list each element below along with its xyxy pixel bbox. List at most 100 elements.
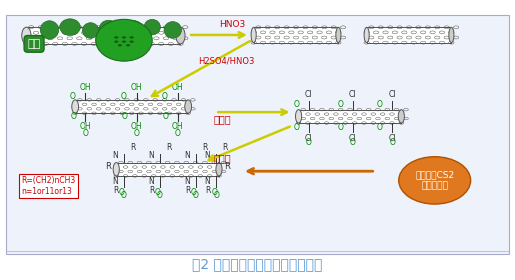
Text: O: O bbox=[134, 129, 140, 138]
Text: N: N bbox=[184, 151, 190, 160]
Text: OH: OH bbox=[172, 122, 184, 131]
Ellipse shape bbox=[40, 21, 59, 39]
Text: N: N bbox=[184, 177, 190, 186]
Text: Cl: Cl bbox=[305, 90, 313, 99]
Ellipse shape bbox=[113, 163, 119, 176]
Circle shape bbox=[130, 36, 134, 39]
Ellipse shape bbox=[399, 157, 471, 204]
Ellipse shape bbox=[126, 21, 143, 38]
Ellipse shape bbox=[296, 110, 302, 123]
Text: O: O bbox=[155, 188, 161, 197]
Text: Cl: Cl bbox=[388, 134, 396, 143]
Text: OH: OH bbox=[131, 122, 143, 131]
Circle shape bbox=[130, 41, 134, 43]
Circle shape bbox=[114, 36, 118, 39]
Text: O: O bbox=[306, 138, 312, 147]
Text: R: R bbox=[113, 186, 118, 195]
Text: O: O bbox=[294, 101, 300, 109]
Ellipse shape bbox=[176, 27, 185, 44]
FancyBboxPatch shape bbox=[254, 27, 338, 43]
Ellipse shape bbox=[82, 23, 99, 38]
Ellipse shape bbox=[185, 100, 192, 113]
Text: 酰胺化: 酰胺化 bbox=[214, 153, 231, 163]
Circle shape bbox=[118, 44, 122, 46]
Ellipse shape bbox=[164, 22, 181, 38]
Text: O: O bbox=[214, 191, 219, 200]
Text: O: O bbox=[211, 188, 217, 197]
Ellipse shape bbox=[99, 20, 118, 37]
Text: OH: OH bbox=[80, 122, 91, 131]
Text: R: R bbox=[224, 162, 230, 171]
Ellipse shape bbox=[364, 27, 369, 43]
Circle shape bbox=[114, 41, 118, 43]
FancyBboxPatch shape bbox=[367, 27, 451, 43]
Text: O: O bbox=[377, 123, 383, 132]
Circle shape bbox=[122, 41, 126, 43]
FancyBboxPatch shape bbox=[6, 15, 509, 254]
Text: 图2 碳纳米管表面共价修饰示意图: 图2 碳纳米管表面共价修饰示意图 bbox=[192, 257, 323, 271]
Text: O: O bbox=[157, 191, 163, 200]
Text: O: O bbox=[122, 113, 128, 122]
Text: N: N bbox=[148, 151, 154, 160]
FancyBboxPatch shape bbox=[116, 163, 219, 176]
Ellipse shape bbox=[336, 27, 341, 43]
Text: O: O bbox=[377, 101, 383, 109]
Text: OH: OH bbox=[172, 83, 184, 92]
FancyBboxPatch shape bbox=[75, 100, 188, 113]
Text: R: R bbox=[130, 143, 135, 152]
Text: Cl: Cl bbox=[388, 90, 396, 99]
Text: H2SO4/HNO3: H2SO4/HNO3 bbox=[198, 56, 255, 65]
Text: O: O bbox=[191, 188, 197, 197]
Text: Cl: Cl bbox=[349, 134, 356, 143]
Text: O: O bbox=[71, 113, 76, 122]
Text: R=(CH2)nCH3
n=1or11or13: R=(CH2)nCH3 n=1or11or13 bbox=[21, 176, 76, 196]
Ellipse shape bbox=[22, 27, 31, 44]
Text: OH: OH bbox=[80, 83, 91, 92]
Text: O: O bbox=[163, 113, 169, 122]
Text: N: N bbox=[148, 177, 154, 186]
Text: O: O bbox=[121, 191, 127, 200]
Text: R: R bbox=[166, 143, 171, 152]
Text: 酰氯化: 酰氯化 bbox=[214, 114, 231, 124]
Ellipse shape bbox=[60, 19, 80, 36]
Text: 溶于苯、CS2
等有机溶剂: 溶于苯、CS2 等有机溶剂 bbox=[415, 171, 454, 190]
Text: N: N bbox=[112, 177, 118, 186]
Text: R: R bbox=[202, 143, 208, 152]
Text: O: O bbox=[162, 92, 167, 101]
FancyBboxPatch shape bbox=[26, 27, 180, 44]
Text: O: O bbox=[389, 138, 395, 147]
Ellipse shape bbox=[216, 163, 222, 176]
Text: R: R bbox=[106, 162, 111, 171]
Ellipse shape bbox=[398, 110, 404, 123]
Text: R: R bbox=[222, 143, 228, 152]
Text: OH: OH bbox=[131, 83, 143, 92]
Text: N: N bbox=[204, 151, 210, 160]
Circle shape bbox=[122, 36, 126, 39]
Text: N: N bbox=[112, 151, 118, 160]
Text: N: N bbox=[204, 177, 210, 186]
Text: O: O bbox=[193, 191, 199, 200]
Text: O: O bbox=[70, 92, 75, 101]
Text: R: R bbox=[185, 186, 191, 195]
Text: O: O bbox=[175, 129, 181, 138]
Text: HNO3: HNO3 bbox=[219, 20, 245, 29]
Text: O: O bbox=[294, 123, 300, 132]
Text: O: O bbox=[337, 123, 344, 132]
Text: Cl: Cl bbox=[305, 134, 313, 143]
Ellipse shape bbox=[72, 100, 79, 113]
Ellipse shape bbox=[449, 27, 454, 43]
Ellipse shape bbox=[144, 19, 161, 35]
Text: R: R bbox=[205, 186, 211, 195]
Ellipse shape bbox=[96, 19, 152, 61]
Text: O: O bbox=[82, 129, 89, 138]
Text: O: O bbox=[350, 138, 355, 147]
Text: R: R bbox=[149, 186, 154, 195]
Text: O: O bbox=[121, 92, 127, 101]
Ellipse shape bbox=[251, 27, 256, 43]
Text: O: O bbox=[119, 188, 125, 197]
Circle shape bbox=[126, 44, 130, 46]
Text: Cl: Cl bbox=[349, 90, 356, 99]
FancyBboxPatch shape bbox=[299, 110, 401, 123]
Text: O: O bbox=[337, 101, 344, 109]
Text: 杂质: 杂质 bbox=[27, 39, 41, 49]
